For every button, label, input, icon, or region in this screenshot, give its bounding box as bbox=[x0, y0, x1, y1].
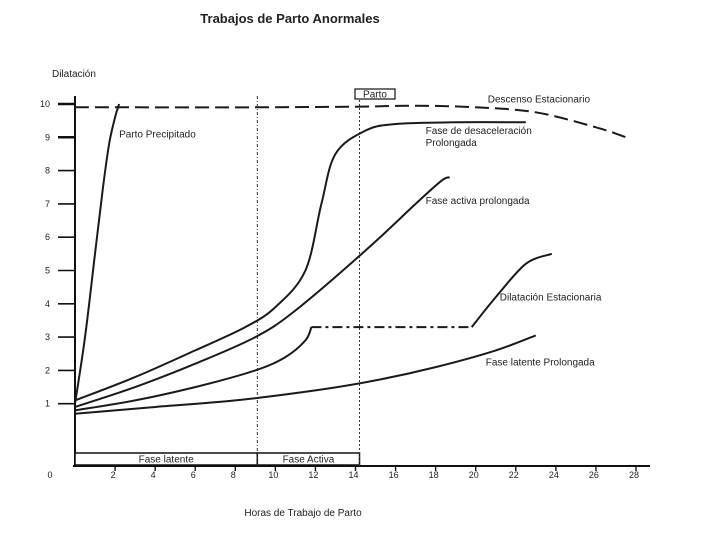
x-tick-label: 28 bbox=[629, 470, 639, 480]
x-tick-label: 4 bbox=[151, 470, 156, 480]
series-fase-de-desaceleracion-prolongada bbox=[74, 121, 526, 402]
series-label-parto-precipitado: Parto Precipitado bbox=[119, 129, 196, 140]
parto-box-rect bbox=[354, 88, 396, 100]
series-label-dilatacion-estacionaria: Dilatación Estacionaria bbox=[500, 292, 602, 303]
phase-label-fase-activa: Fase Activa bbox=[283, 455, 335, 466]
axes bbox=[73, 96, 650, 467]
phase-label-fase-latente: Fase latente bbox=[139, 455, 194, 466]
x-tick-label: 20 bbox=[469, 470, 479, 480]
y-axis-label: Dilatación bbox=[52, 69, 96, 80]
series-label-fase-latente-prolongada: Fase latente Prolongada bbox=[486, 357, 595, 368]
x-tick-label: 10 bbox=[268, 470, 278, 480]
series-label-fase-de-desaceleracion-prolongada: Fase de desaceleración Prolongada bbox=[426, 126, 532, 149]
x-tick-label: 8 bbox=[231, 470, 236, 480]
x-tick-label: 24 bbox=[549, 470, 559, 480]
x-tick-label: 12 bbox=[308, 470, 318, 480]
parto-box-label: Parto bbox=[363, 90, 387, 101]
series-labels: Parto Precipitado Descenso Estacionario Fa… bbox=[119, 94, 602, 368]
phase-boundary-lines bbox=[256, 96, 361, 466]
y-tick-label: 1 bbox=[45, 399, 50, 409]
y-tick-label: 2 bbox=[45, 365, 50, 375]
x-tick-label: 0 bbox=[47, 470, 52, 480]
y-tick-label: 10 bbox=[40, 99, 50, 109]
y-tick-label: 3 bbox=[45, 332, 50, 342]
y-tick-label: 8 bbox=[45, 166, 50, 176]
x-tick-label: 2 bbox=[111, 470, 116, 480]
series-layer bbox=[74, 103, 627, 415]
y-tick-label: 7 bbox=[45, 199, 50, 209]
x-tick-label: 14 bbox=[348, 470, 358, 480]
x-tick-label: 22 bbox=[509, 470, 519, 480]
x-tick-label: 18 bbox=[429, 470, 439, 480]
series-label-descenso-estacionario: Descenso Estacionario bbox=[488, 94, 591, 105]
series-parto-precipitado bbox=[74, 103, 121, 404]
series-dilatacion-estacionaria-resume bbox=[470, 252, 553, 328]
chart-title: Trabajos de Parto Anormales bbox=[200, 11, 379, 26]
y-tick-label: 4 bbox=[45, 299, 50, 309]
series-fase-latente-prolongada bbox=[74, 334, 537, 415]
series-label-fase-activa-prolongada: Fase activa prolongada bbox=[426, 196, 530, 207]
x-tick-label: 26 bbox=[589, 470, 599, 480]
x-tick-label: 16 bbox=[389, 470, 399, 480]
y-tick-label: 6 bbox=[45, 232, 50, 242]
x-tick-label: 6 bbox=[191, 470, 196, 480]
y-tick-label: 5 bbox=[45, 266, 50, 276]
parto-box: Parto bbox=[354, 88, 396, 101]
phase-bars: Fase latente Fase Activa bbox=[74, 452, 361, 466]
series-dilatacion-estacionaria-rise bbox=[74, 326, 313, 412]
x-axis-label: Horas de Trabajo de Parto bbox=[244, 508, 362, 519]
y-tick-label: 9 bbox=[45, 132, 50, 142]
series-fase-activa-prolongada bbox=[74, 176, 451, 408]
series-descenso-estacionario bbox=[75, 104, 627, 139]
